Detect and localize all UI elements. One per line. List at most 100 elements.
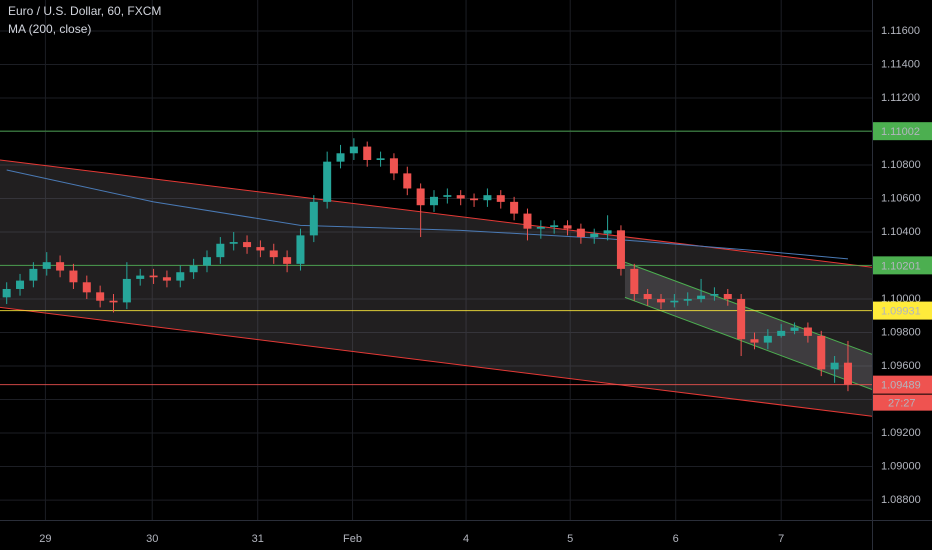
- candle-body: [523, 213, 532, 229]
- candle-body: [349, 146, 358, 154]
- x-tick-label: 31: [252, 533, 264, 545]
- candle-body: [176, 272, 185, 281]
- candle-body: [416, 188, 425, 206]
- y-tick-label: 1.09600: [881, 360, 921, 372]
- candle-body: [389, 158, 398, 174]
- candle-body: [122, 278, 131, 303]
- candle-body: [269, 250, 278, 258]
- candle-body: [483, 195, 492, 201]
- candle-body: [643, 294, 652, 300]
- y-tick-label: 1.10800: [881, 159, 921, 171]
- y-tick-label: 1.09800: [881, 326, 921, 338]
- candle-body: [510, 201, 519, 214]
- candle-body: [136, 275, 145, 279]
- y-tick-label: 1.08800: [881, 494, 921, 506]
- candle-body: [162, 277, 171, 281]
- y-tick-label: 1.09200: [881, 427, 921, 439]
- candle-body: [550, 225, 559, 227]
- plot: [0, 0, 873, 520]
- candle-body: [750, 339, 759, 343]
- candle-body: [82, 282, 91, 293]
- candle-body: [229, 242, 238, 244]
- countdown-tag: [873, 394, 932, 411]
- candle-body: [323, 161, 332, 202]
- candle-body: [202, 257, 211, 266]
- price-level-label: 1.09931: [881, 305, 921, 317]
- candle-body: [243, 242, 252, 248]
- candle-body: [296, 235, 305, 264]
- candle-body: [777, 330, 786, 336]
- x-tick-label: 4: [463, 533, 469, 545]
- candle-body: [710, 294, 719, 296]
- candle-body: [443, 195, 452, 197]
- candle-body: [803, 327, 812, 336]
- candle-body: [16, 280, 25, 289]
- candle-body: [536, 226, 545, 229]
- candle-body: [363, 146, 372, 160]
- channel-line: [624, 261, 873, 355]
- candle-body: [256, 247, 265, 251]
- candle-body: [429, 196, 439, 206]
- candle-body: [69, 270, 78, 283]
- candle-body: [283, 257, 292, 264]
- candle-body: [763, 335, 772, 343]
- candle-body: [670, 300, 679, 303]
- candle-body: [657, 299, 666, 303]
- candle-body: [737, 299, 746, 340]
- channel-fill: [0, 159, 872, 417]
- x-tick-label: 29: [39, 533, 51, 545]
- candle-body: [96, 292, 105, 301]
- channel-line: [0, 159, 873, 268]
- y-tick-label: 1.11400: [881, 58, 920, 70]
- candle-body: [56, 262, 65, 271]
- candle-body: [616, 230, 625, 269]
- candle-body: [29, 268, 38, 281]
- candle-body: [216, 243, 225, 258]
- candle-body: [336, 153, 345, 162]
- price-level-label: 1.11002: [881, 126, 920, 138]
- channel-fill: [624, 262, 872, 390]
- price-level-label: 1.09489: [881, 380, 921, 392]
- candle-body: [697, 295, 706, 300]
- indicator-legend: MA (200, close): [8, 22, 91, 36]
- moving-average: [6, 169, 849, 260]
- candle-body: [309, 201, 318, 236]
- y-tick-label: 1.11200: [881, 92, 920, 104]
- y-tick-label: 1.10400: [881, 226, 921, 238]
- candle-body: [843, 362, 852, 385]
- candle-body: [590, 233, 599, 238]
- price-level-tag: [873, 122, 932, 141]
- x-tick-label: 7: [778, 533, 784, 545]
- channel-line: [0, 306, 873, 417]
- x-tick-label: Feb: [343, 533, 362, 545]
- price-level-tag: [873, 256, 932, 275]
- candle-body: [456, 195, 465, 199]
- countdown-label: 27:27: [888, 398, 916, 410]
- candle-body: [817, 335, 826, 370]
- candle-body: [790, 327, 799, 331]
- candle-body: [603, 230, 612, 234]
- candle-body: [563, 225, 572, 229]
- x-tick-label: 6: [673, 533, 679, 545]
- candle-body: [576, 228, 585, 238]
- y-tick-label: 1.09000: [881, 460, 921, 472]
- price-level-label: 1.10201: [881, 260, 921, 272]
- x-tick-label: 5: [567, 533, 573, 545]
- candle-body: [496, 195, 505, 202]
- candle-body: [189, 265, 198, 273]
- candle-body: [149, 275, 158, 278]
- x-tick-label: 30: [146, 533, 158, 545]
- price-level-tag: [873, 375, 932, 394]
- y-tick-label: 1.11600: [881, 25, 920, 37]
- candle-body: [723, 294, 732, 300]
- candle-body: [109, 300, 118, 303]
- candle-body: [470, 198, 479, 201]
- candle-body: [403, 173, 412, 189]
- candle-body: [376, 158, 385, 160]
- chart-title: Euro / U.S. Dollar, 60, FXCM: [8, 4, 161, 18]
- candle-body: [42, 262, 51, 269]
- candle-body: [2, 288, 11, 298]
- axes: 1.088001.090001.092001.094001.096001.098…: [39, 25, 932, 545]
